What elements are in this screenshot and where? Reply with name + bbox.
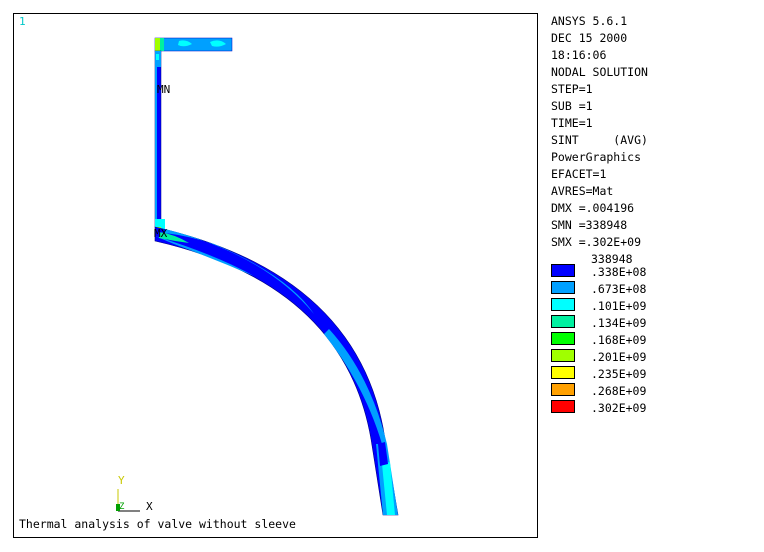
legend-row: .235E+09 <box>551 366 751 383</box>
info-line: TIME=1 <box>551 116 593 130</box>
stress-contour-plot <box>116 37 399 516</box>
legend-value: .101E+09 <box>591 299 647 313</box>
info-line: EFACET=1 <box>551 167 607 181</box>
legend-value: .134E+09 <box>591 316 647 330</box>
legend-swatch <box>551 349 575 362</box>
coordinate-triad: Y X Z <box>114 474 174 524</box>
legend-value: .673E+08 <box>591 282 647 296</box>
legend-row: .201E+09 <box>551 349 751 366</box>
legend-value: .235E+09 <box>591 367 647 381</box>
flange-contour <box>178 40 192 47</box>
info-line: PowerGraphics <box>551 150 642 164</box>
shell-outer-band <box>324 329 387 444</box>
shell-inner-band <box>155 236 254 276</box>
legend-min-value: 338948 <box>591 252 633 266</box>
legend-swatch <box>551 315 575 328</box>
info-line: DEC 15 2000 <box>551 31 628 45</box>
graphics-viewport[interactable]: 1 MN MX Y X Z Th <box>13 13 538 538</box>
info-line: SMX =.302E+09 <box>551 235 642 249</box>
legend-swatch <box>551 400 575 413</box>
stem-top-contour <box>156 54 159 60</box>
triad-y-label: Y <box>118 474 125 487</box>
flange-corner <box>155 38 160 51</box>
legend-row: .338E+08 <box>551 264 751 281</box>
legend-row: .302E+09 <box>551 400 751 417</box>
legend-value: .201E+09 <box>591 350 647 364</box>
legend-swatch <box>551 264 575 277</box>
legend-row: .168E+09 <box>551 332 751 349</box>
shell-lower-contour <box>378 442 388 466</box>
legend-value: .268E+09 <box>591 384 647 398</box>
legend-value: .338E+08 <box>591 265 647 279</box>
stem-edge <box>155 54 157 224</box>
max-marker: MX <box>154 227 168 240</box>
info-line: SUB =1 <box>551 99 593 113</box>
info-line: AVRES=Mat <box>551 184 614 198</box>
legend-swatch <box>551 383 575 396</box>
legend-swatch <box>551 332 575 345</box>
info-line: ANSYS 5.6.1 <box>551 14 628 28</box>
shell-hotspot <box>159 232 189 243</box>
info-line: SINT (AVG) <box>551 133 648 147</box>
legend-row: .101E+09 <box>551 298 751 315</box>
legend-row: .268E+09 <box>551 383 751 400</box>
shell-lower-contour <box>382 462 395 515</box>
legend-row: .673E+08 <box>551 281 751 298</box>
solution-info-panel: ANSYS 5.6.1 DEC 15 2000 18:16:06 NODAL S… <box>551 13 761 251</box>
info-line: DMX =.004196 <box>551 201 635 215</box>
shell-region <box>154 226 399 516</box>
info-line: SMN =338948 <box>551 218 628 232</box>
flange-contour <box>210 40 226 47</box>
legend-swatch <box>551 298 575 311</box>
info-line: 18:16:06 <box>551 48 607 62</box>
info-line: NODAL SOLUTION <box>551 65 648 79</box>
legend-value: .302E+09 <box>591 401 647 415</box>
min-marker: MN <box>157 83 171 96</box>
triad-x-label: X <box>146 500 153 513</box>
legend-swatch <box>551 281 575 294</box>
triad-origin <box>116 504 120 511</box>
window-number: 1 <box>19 15 26 28</box>
triad-z-label: Z <box>119 502 125 512</box>
legend-swatch <box>551 366 575 379</box>
legend-row: .134E+09 <box>551 315 751 332</box>
flange-corner <box>160 38 164 51</box>
info-line: STEP=1 <box>551 82 593 96</box>
legend-value: .168E+09 <box>591 333 647 347</box>
plot-caption: Thermal analysis of valve without sleeve <box>19 517 296 531</box>
